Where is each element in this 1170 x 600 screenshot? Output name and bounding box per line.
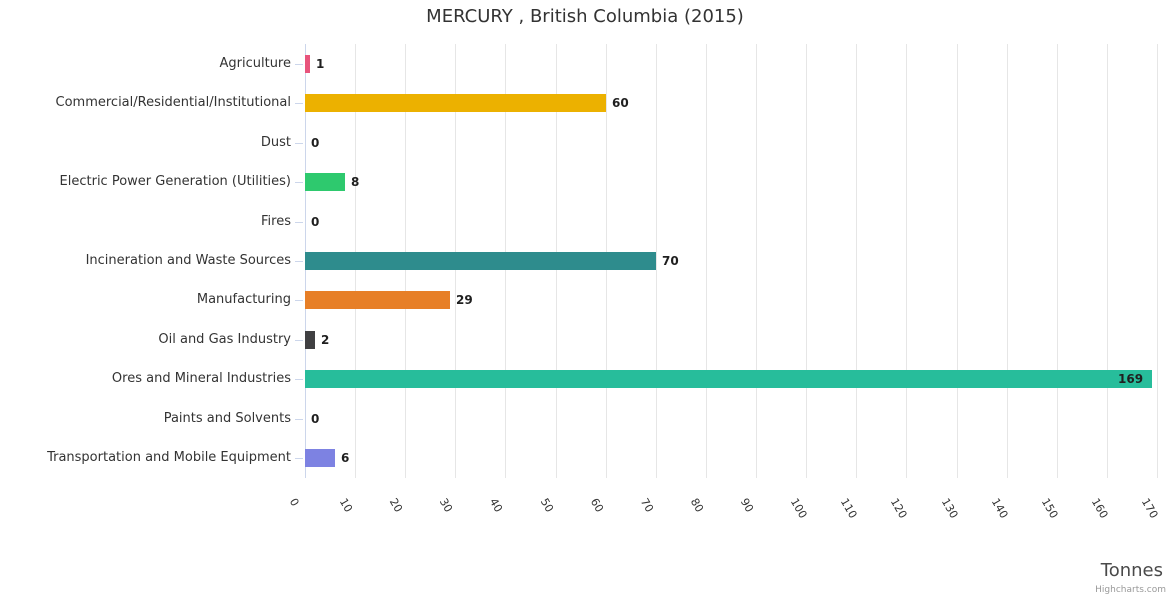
value-label: 6 (341, 451, 350, 466)
value-label: 0 (311, 135, 320, 150)
category-label: Agriculture (219, 55, 292, 71)
category-tick-mark (295, 182, 303, 184)
bar[interactable] (305, 54, 310, 73)
gridline (806, 44, 808, 478)
chart-title: MERCURY , British Columbia (2015) (426, 6, 744, 27)
gridline (1157, 44, 1158, 478)
category-tick-mark (295, 379, 303, 381)
x-tick-label: 90 (737, 496, 757, 515)
x-tick-label: 170 (1138, 496, 1161, 521)
x-tick-label: 140 (988, 496, 1011, 521)
x-tick-label: 60 (587, 496, 606, 515)
category-tick-mark (295, 142, 303, 144)
category-label: Commercial/Residential/Institutional (55, 95, 292, 111)
category-tick-mark (295, 103, 303, 105)
category-tick-mark (295, 339, 303, 341)
x-tick-label: 150 (1038, 496, 1061, 521)
category-label: Incineration and Waste Sources (85, 253, 291, 268)
value-label: 0 (311, 214, 320, 229)
category-label: Fires (261, 213, 291, 229)
bar[interactable] (305, 370, 1152, 389)
x-tick-label: 70 (637, 496, 656, 515)
category-label: Manufacturing (196, 292, 291, 308)
category-label: Transportation and Mobile Equipment (47, 450, 291, 466)
bar[interactable] (305, 252, 656, 270)
x-tick-label: 160 (1088, 496, 1111, 521)
gridline (956, 44, 958, 478)
value-label: 60 (612, 96, 629, 111)
category-tick-mark (295, 300, 303, 302)
x-axis-title: Tonnes (1100, 560, 1163, 581)
value-label: 29 (456, 293, 473, 308)
bar[interactable] (305, 94, 606, 113)
category-label: Dust (260, 134, 291, 150)
x-tick-label: 30 (437, 496, 456, 515)
category-tick-mark (295, 458, 303, 460)
category-label: Ores and Mineral Industries (111, 371, 291, 387)
value-label: 8 (351, 175, 360, 190)
value-label: 1 (316, 56, 325, 71)
category-tick-mark (295, 418, 303, 420)
value-label: 169 (1118, 372, 1144, 387)
gridline (906, 44, 908, 478)
highcharts-credit-link[interactable]: Highcharts.com (1095, 585, 1166, 595)
value-label: 2 (321, 332, 330, 347)
gridline (856, 44, 858, 478)
x-tick-label: 0 (286, 496, 302, 509)
value-label: 0 (311, 411, 320, 426)
category-label: Electric Power Generation (Utilities) (59, 174, 291, 190)
gridline (756, 44, 758, 478)
value-label: 70 (662, 254, 679, 268)
x-tick-label: 10 (336, 496, 356, 515)
x-tick-label: 100 (787, 496, 810, 521)
x-tick-label: 110 (838, 496, 860, 521)
category-tick-mark (295, 261, 303, 262)
category-tick-mark (295, 221, 303, 223)
x-tick-label: 80 (687, 496, 706, 515)
bar[interactable] (305, 449, 335, 468)
x-tick-label: 50 (537, 496, 556, 515)
category-tick-mark (295, 63, 303, 65)
x-tick-label: 40 (487, 496, 506, 515)
gridline (1006, 44, 1008, 478)
category-label: Oil and Gas Industry (158, 331, 291, 347)
gridline (655, 44, 657, 478)
bar[interactable] (305, 330, 315, 349)
x-tick-label: 20 (386, 496, 406, 515)
gridline (1056, 44, 1058, 478)
x-tick-label: 130 (938, 496, 961, 521)
bar[interactable] (305, 291, 450, 310)
gridline (705, 44, 707, 478)
gridline (1106, 44, 1108, 478)
bar[interactable] (305, 173, 345, 192)
x-tick-label: 120 (888, 496, 910, 521)
category-label: Paints and Solvents (163, 410, 291, 426)
